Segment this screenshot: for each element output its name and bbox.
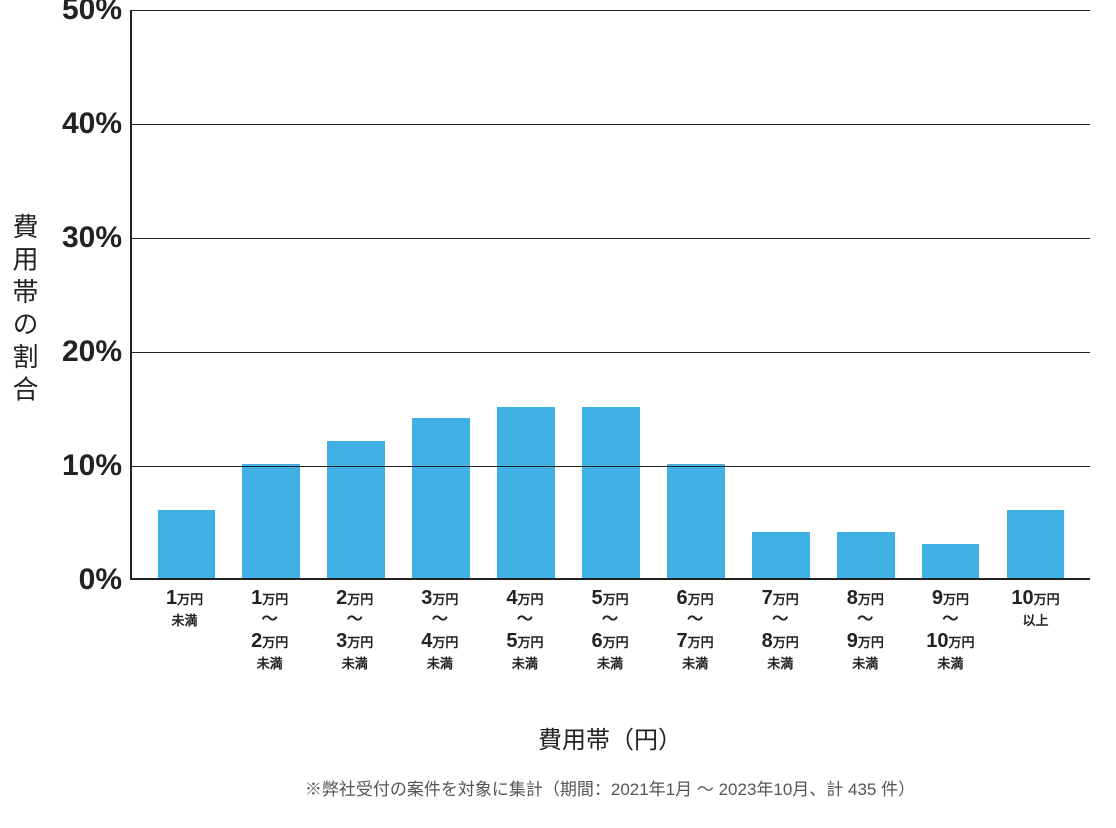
x-tick-label: 2万円〜3万円未満 <box>312 586 397 672</box>
y-tick-label: 40% <box>62 107 132 141</box>
y-tick-label: 20% <box>62 335 132 369</box>
bar <box>667 464 725 578</box>
bar <box>1007 510 1065 578</box>
chart-footnote: ※弊社受付の案件を対象に集計（期間：2021年1月 〜 2023年10月、計 4… <box>130 775 1090 800</box>
x-tick-label: 8万円〜9万円未満 <box>823 586 908 672</box>
bar-slot <box>229 10 314 578</box>
bar-slot <box>738 10 823 578</box>
bar-slot <box>399 10 484 578</box>
x-tick-label: 6万円〜7万円未満 <box>653 586 738 672</box>
bar <box>837 532 895 578</box>
y-tick-label: 10% <box>62 449 132 483</box>
x-axis-tick-labels: 1万円未満1万円〜2万円未満2万円〜3万円未満3万円〜4万円未満4万円〜5万円未… <box>130 586 1090 672</box>
y-axis-label: 費用帯の割合 <box>6 180 43 440</box>
bar <box>412 418 470 578</box>
bar-slot <box>569 10 654 578</box>
gridline <box>132 10 1090 11</box>
x-tick-label: 9万円〜10万円未満 <box>908 586 993 672</box>
gridline <box>132 124 1090 125</box>
bars-container <box>132 10 1090 578</box>
x-tick-label: 7万円〜8万円未満 <box>738 586 823 672</box>
bar <box>242 464 300 578</box>
x-tick-label: 1万円未満 <box>142 586 227 672</box>
bar <box>752 532 810 578</box>
bar-slot <box>908 10 993 578</box>
plot-area: 0%10%20%30%40%50% <box>130 10 1090 580</box>
bar-slot <box>993 10 1078 578</box>
bar-slot <box>823 10 908 578</box>
bar <box>497 407 555 578</box>
x-tick-label: 5万円〜6万円未満 <box>567 586 652 672</box>
y-tick-label: 0% <box>79 563 132 597</box>
gridline <box>132 352 1090 353</box>
x-tick-label: 1万円〜2万円未満 <box>227 586 312 672</box>
x-tick-label: 4万円〜5万円未満 <box>482 586 567 672</box>
bar <box>327 441 385 578</box>
x-tick-label: 3万円〜4万円未満 <box>397 586 482 672</box>
bar-slot <box>484 10 569 578</box>
x-axis-label: 費用帯（円） <box>130 720 1090 755</box>
y-tick-label: 30% <box>62 221 132 255</box>
bar <box>582 407 640 578</box>
bar <box>922 544 980 578</box>
x-tick-label: 10万円以上 <box>993 586 1078 672</box>
bar <box>158 510 216 578</box>
bar-slot <box>314 10 399 578</box>
bar-slot <box>653 10 738 578</box>
y-tick-label: 50% <box>62 0 132 27</box>
gridline <box>132 238 1090 239</box>
gridline <box>132 466 1090 467</box>
bar-slot <box>144 10 229 578</box>
cost-distribution-chart: 費用帯の割合 0%10%20%30%40%50% 1万円未満1万円〜2万円未満2… <box>0 0 1116 828</box>
